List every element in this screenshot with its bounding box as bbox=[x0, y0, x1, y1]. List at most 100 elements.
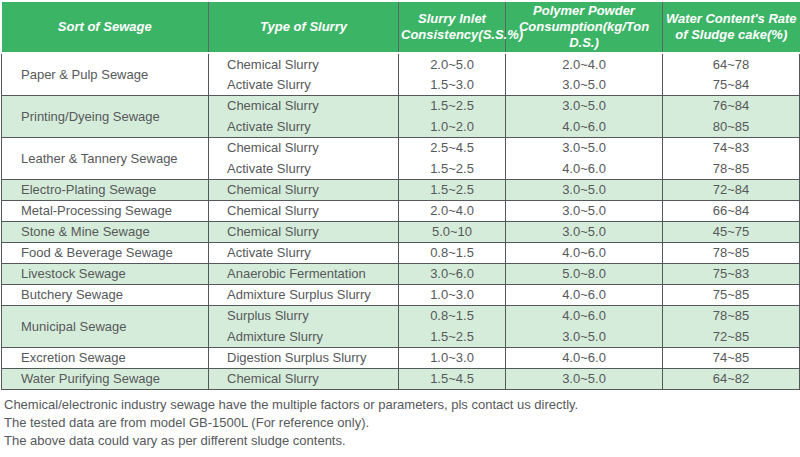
footnote: Chemical/electronic industry sewage have… bbox=[4, 396, 799, 414]
water-content-rate-cell: 75~83 bbox=[663, 263, 800, 284]
table-row: Metal-Processing SewageChemical Slurry2.… bbox=[2, 200, 800, 221]
inlet-consistency-cell: 1.0~3.0 bbox=[399, 284, 506, 305]
water-content-rate-cell: 45~75 bbox=[663, 221, 800, 242]
water-content-rate-cell: 74~83 bbox=[663, 137, 800, 158]
polymer-consumption-cell: 4.0~6.0 bbox=[506, 284, 663, 305]
table-row: Stone & Mine SewageChemical Slurry5.0~10… bbox=[2, 221, 800, 242]
slurry-type-cell: Surplus Slurry bbox=[209, 305, 399, 326]
table-row: Livestock SewageAnaerobic Fermentation3.… bbox=[2, 263, 800, 284]
sewage-group: Livestock SewageAnaerobic Fermentation3.… bbox=[2, 263, 800, 284]
water-content-rate-cell: 74~85 bbox=[663, 347, 800, 368]
slurry-type-cell: Admixture Surplus Slurry bbox=[209, 284, 399, 305]
slurry-type-cell: Chemical Slurry bbox=[209, 53, 399, 74]
polymer-consumption-cell: 4.0~6.0 bbox=[506, 347, 663, 368]
polymer-consumption-cell: 5.0~8.0 bbox=[506, 263, 663, 284]
sewage-group: Paper & Pulp SewageChemical Slurry2.0~5.… bbox=[2, 53, 800, 95]
sewage-name-cell: Metal-Processing Sewage bbox=[2, 200, 209, 221]
footnote: The tested data are from model GB-1500L … bbox=[4, 414, 799, 432]
table-row: Leather & Tannery SewageChemical Slurry2… bbox=[2, 137, 800, 158]
footnotes: Chemical/electronic industry sewage have… bbox=[4, 396, 799, 450]
table-row: Excretion SewageDigestion Surplus Slurry… bbox=[2, 347, 800, 368]
col-header-sort-of-sewage: Sort of Sewage bbox=[2, 2, 209, 53]
polymer-consumption-cell: 4.0~6.0 bbox=[506, 158, 663, 179]
sewage-name-cell: Butchery Sewage bbox=[2, 284, 209, 305]
polymer-consumption-cell: 4.0~6.0 bbox=[506, 242, 663, 263]
sewage-name-cell: Paper & Pulp Sewage bbox=[2, 53, 209, 95]
water-content-rate-cell: 75~85 bbox=[663, 284, 800, 305]
inlet-consistency-cell: 1.5~3.0 bbox=[399, 74, 506, 95]
slurry-type-cell: Chemical Slurry bbox=[209, 95, 399, 116]
sewage-group: Food & Beverage SewageActivate Slurry0.8… bbox=[2, 242, 800, 263]
page: Sort of SewageType of SlurrySlurry Inlet… bbox=[0, 0, 800, 450]
col-header-polymer-powder-consumption: Polymer PowderConsumption(kg/Ton D.S.) bbox=[506, 2, 663, 53]
inlet-consistency-cell: 1.5~2.5 bbox=[399, 158, 506, 179]
water-content-rate-cell: 64~82 bbox=[663, 368, 800, 389]
inlet-consistency-cell: 2.5~4.5 bbox=[399, 137, 506, 158]
sewage-group: Electro-Plating SewageChemical Slurry1.5… bbox=[2, 179, 800, 200]
table-row: Electro-Plating SewageChemical Slurry1.5… bbox=[2, 179, 800, 200]
table-header: Sort of SewageType of SlurrySlurry Inlet… bbox=[2, 2, 800, 53]
sewage-name-cell: Stone & Mine Sewage bbox=[2, 221, 209, 242]
sewage-name-cell: Municipal Sewage bbox=[2, 305, 209, 347]
water-content-rate-cell: 78~85 bbox=[663, 158, 800, 179]
sewage-name-cell: Livestock Sewage bbox=[2, 263, 209, 284]
sewage-name-cell: Leather & Tannery Sewage bbox=[2, 137, 209, 179]
sewage-name-cell: Excretion Sewage bbox=[2, 347, 209, 368]
water-content-rate-cell: 76~84 bbox=[663, 95, 800, 116]
slurry-type-cell: Activate Slurry bbox=[209, 158, 399, 179]
sewage-name-cell: Food & Beverage Sewage bbox=[2, 242, 209, 263]
slurry-type-cell: Activate Slurry bbox=[209, 74, 399, 95]
polymer-consumption-cell: 3.0~5.0 bbox=[506, 326, 663, 347]
inlet-consistency-cell: 1.5~2.5 bbox=[399, 179, 506, 200]
water-content-rate-cell: 72~84 bbox=[663, 179, 800, 200]
sewage-group: Printing/Dyeing SewageChemical Slurry1.5… bbox=[2, 95, 800, 137]
slurry-type-cell: Activate Slurry bbox=[209, 242, 399, 263]
table-row: Municipal SewageSurplus Slurry0.8~1.54.0… bbox=[2, 305, 800, 326]
water-content-rate-cell: 80~85 bbox=[663, 116, 800, 137]
slurry-type-cell: Chemical Slurry bbox=[209, 200, 399, 221]
polymer-consumption-cell: 4.0~6.0 bbox=[506, 305, 663, 326]
inlet-consistency-cell: 0.8~1.5 bbox=[399, 305, 506, 326]
inlet-consistency-cell: 0.8~1.5 bbox=[399, 242, 506, 263]
sewage-name-cell: Electro-Plating Sewage bbox=[2, 179, 209, 200]
sewage-group: Municipal SewageSurplus Slurry0.8~1.54.0… bbox=[2, 305, 800, 347]
polymer-consumption-cell: 3.0~5.0 bbox=[506, 95, 663, 116]
inlet-consistency-cell: 1.0~2.0 bbox=[399, 116, 506, 137]
water-content-rate-cell: 72~85 bbox=[663, 326, 800, 347]
water-content-rate-cell: 78~85 bbox=[663, 242, 800, 263]
water-content-rate-cell: 78~85 bbox=[663, 305, 800, 326]
sewage-name-cell: Water Purifying Sewage bbox=[2, 368, 209, 389]
polymer-consumption-cell: 3.0~5.0 bbox=[506, 200, 663, 221]
sewage-group: Leather & Tannery SewageChemical Slurry2… bbox=[2, 137, 800, 179]
slurry-type-cell: Digestion Surplus Slurry bbox=[209, 347, 399, 368]
inlet-consistency-cell: 1.5~2.5 bbox=[399, 326, 506, 347]
slurry-type-cell: Chemical Slurry bbox=[209, 179, 399, 200]
slurry-type-cell: Chemical Slurry bbox=[209, 368, 399, 389]
sewage-group: Metal-Processing SewageChemical Slurry2.… bbox=[2, 200, 800, 221]
inlet-consistency-cell: 1.0~3.0 bbox=[399, 347, 506, 368]
footnote: The above data could vary as per differe… bbox=[4, 432, 799, 450]
sewage-group: Water Purifying SewageChemical Slurry1.5… bbox=[2, 368, 800, 389]
col-header-slurry-inlet-consistency: Slurry InletConsistency(S.S.%) bbox=[399, 2, 506, 53]
slurry-type-cell: Chemical Slurry bbox=[209, 137, 399, 158]
table-row: Food & Beverage SewageActivate Slurry0.8… bbox=[2, 242, 800, 263]
polymer-consumption-cell: 2.0~4.0 bbox=[506, 53, 663, 74]
slurry-type-cell: Admixture Slurry bbox=[209, 326, 399, 347]
polymer-consumption-cell: 3.0~5.0 bbox=[506, 179, 663, 200]
polymer-consumption-cell: 3.0~5.0 bbox=[506, 74, 663, 95]
sewage-treatment-table: Sort of SewageType of SlurrySlurry Inlet… bbox=[1, 2, 800, 390]
water-content-rate-cell: 75~84 bbox=[663, 74, 800, 95]
col-header-type-of-slurry: Type of Slurry bbox=[209, 2, 399, 53]
polymer-consumption-cell: 4.0~6.0 bbox=[506, 116, 663, 137]
inlet-consistency-cell: 1.5~2.5 bbox=[399, 95, 506, 116]
slurry-type-cell: Activate Slurry bbox=[209, 116, 399, 137]
inlet-consistency-cell: 5.0~10 bbox=[399, 221, 506, 242]
sewage-group: Stone & Mine SewageChemical Slurry5.0~10… bbox=[2, 221, 800, 242]
water-content-rate-cell: 64~78 bbox=[663, 53, 800, 74]
polymer-consumption-cell: 3.0~5.0 bbox=[506, 221, 663, 242]
inlet-consistency-cell: 3.0~6.0 bbox=[399, 263, 506, 284]
header-row: Sort of SewageType of SlurrySlurry Inlet… bbox=[2, 2, 800, 53]
polymer-consumption-cell: 3.0~5.0 bbox=[506, 137, 663, 158]
sewage-group: Excretion SewageDigestion Surplus Slurry… bbox=[2, 347, 800, 368]
slurry-type-cell: Chemical Slurry bbox=[209, 221, 399, 242]
